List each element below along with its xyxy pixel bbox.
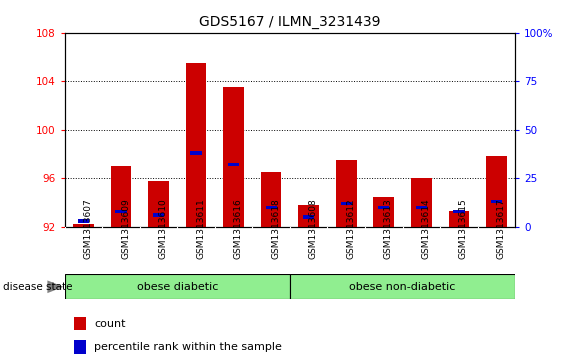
Bar (153, 213, 164, 217)
Bar (486, 156, 507, 227)
Text: GSM1313613: GSM1313613 (384, 198, 393, 259)
Bar (228, 163, 239, 167)
Text: GSM1313618: GSM1313618 (271, 198, 280, 259)
Text: GSM1313610: GSM1313610 (159, 198, 168, 259)
Bar (186, 63, 207, 227)
Bar (224, 87, 244, 227)
Text: GSM1313614: GSM1313614 (421, 198, 430, 258)
Bar (341, 202, 352, 205)
Polygon shape (47, 280, 64, 293)
Bar (78, 219, 89, 223)
Text: GSM1313617: GSM1313617 (497, 198, 506, 259)
Text: GSM1313607: GSM1313607 (83, 198, 92, 259)
Bar (261, 172, 282, 227)
Bar (373, 196, 394, 227)
Text: obese diabetic: obese diabetic (137, 282, 218, 292)
Bar (266, 206, 277, 209)
Bar (111, 166, 131, 227)
Bar (148, 181, 169, 227)
Bar (453, 209, 464, 213)
Title: GDS5167 / ILMN_3231439: GDS5167 / ILMN_3231439 (199, 15, 381, 29)
Text: GSM1313612: GSM1313612 (346, 198, 355, 258)
Text: obese non-diabetic: obese non-diabetic (350, 282, 455, 292)
Bar (411, 178, 432, 227)
Bar (74, 340, 86, 354)
Bar (190, 151, 202, 155)
Bar (378, 206, 390, 209)
Bar (449, 211, 469, 227)
Bar (65, 274, 290, 299)
Bar (74, 317, 86, 330)
Bar (73, 224, 94, 227)
Text: count: count (94, 318, 126, 329)
Bar (290, 274, 515, 299)
Text: GSM1313616: GSM1313616 (234, 198, 243, 259)
Text: disease state: disease state (3, 282, 72, 292)
Text: GSM1313608: GSM1313608 (309, 198, 318, 259)
Bar (298, 205, 319, 227)
Bar (491, 200, 502, 203)
Bar (115, 209, 127, 213)
Text: GSM1313611: GSM1313611 (196, 198, 205, 259)
Bar (336, 160, 356, 227)
Bar (415, 206, 427, 209)
Text: GSM1313609: GSM1313609 (121, 198, 130, 259)
Text: percentile rank within the sample: percentile rank within the sample (94, 342, 282, 352)
Text: GSM1313615: GSM1313615 (459, 198, 468, 259)
Bar (303, 215, 314, 219)
